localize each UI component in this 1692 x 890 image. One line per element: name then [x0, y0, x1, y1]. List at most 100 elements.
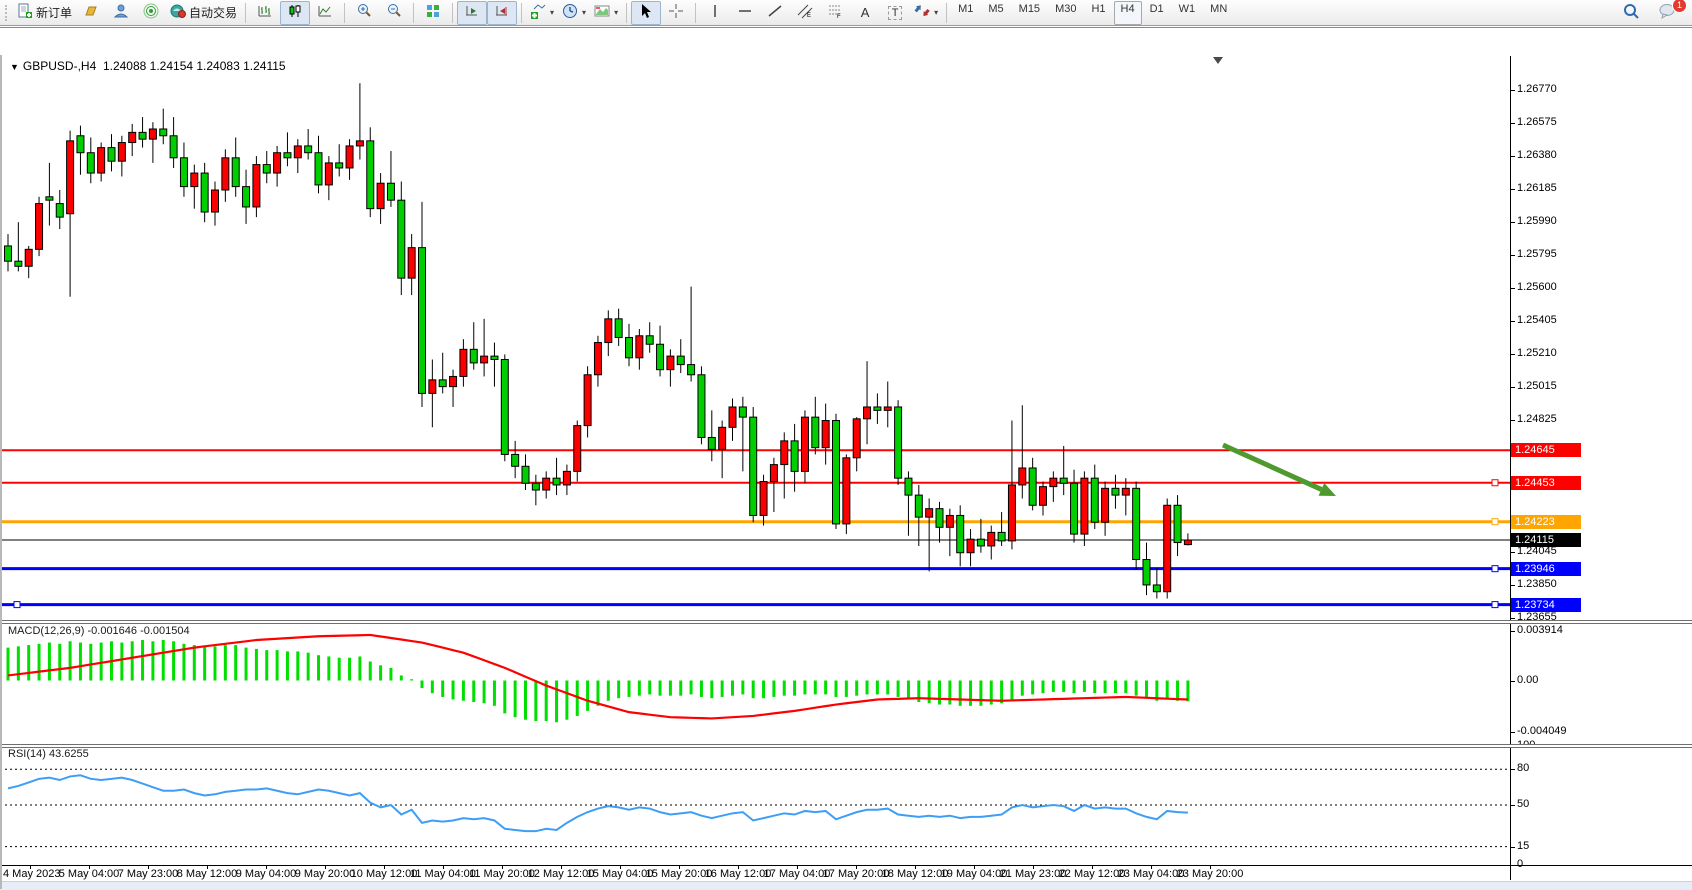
new-order-icon [17, 3, 33, 22]
candle-body [666, 355, 675, 371]
fibonacci-tool-button[interactable]: F [820, 1, 850, 25]
candle-body [128, 131, 137, 144]
timeframe-MN[interactable]: MN [1210, 2, 1228, 15]
search-button[interactable] [1616, 1, 1646, 25]
new-order-label: 新订单 [36, 6, 73, 20]
crosshair-tool-button[interactable] [661, 1, 691, 25]
timeframe-D1[interactable]: D1 [1149, 2, 1164, 15]
chart-shift-marker[interactable] [1213, 57, 1223, 64]
arrows-tool-icon [914, 3, 930, 22]
candle-body [593, 342, 602, 376]
price-chart[interactable] [0, 28, 1692, 889]
candle-body [345, 145, 354, 169]
periods-button[interactable]: ▾ [558, 1, 590, 25]
candle-body [1183, 539, 1192, 546]
timeframe-M15[interactable]: M15 [1018, 2, 1041, 15]
notifications-button[interactable]: 1 [1652, 0, 1687, 25]
candle-body [656, 343, 665, 371]
timeframe-H4[interactable]: H4 [1113, 0, 1142, 25]
candle-body [759, 481, 768, 516]
templates-button[interactable]: ▾ [590, 1, 622, 25]
auto-trading-icon [170, 3, 187, 22]
candle-body [1049, 477, 1058, 488]
candle-body [355, 140, 364, 147]
candle-body [562, 470, 571, 486]
chart-shift-button[interactable] [487, 0, 518, 25]
cursor-tool-button[interactable] [631, 0, 662, 25]
candle-body [842, 457, 851, 525]
candle-body [211, 189, 219, 213]
candle-body [573, 425, 582, 472]
toolbar-separator [626, 2, 628, 23]
horizontal-line-tool-button[interactable] [730, 1, 760, 25]
candle-body [107, 147, 116, 162]
timeframe-M5[interactable]: M5 [988, 2, 1004, 15]
timeframe-M30[interactable]: M30 [1055, 2, 1077, 15]
candle-body [769, 464, 778, 483]
candle-body [707, 436, 716, 450]
candle-body [894, 406, 903, 479]
macd-main-value: -0.001646 [87, 625, 138, 637]
vertical-line-tool-button[interactable] [700, 1, 730, 25]
profiles-button[interactable] [76, 1, 106, 25]
candle-body [852, 418, 861, 459]
hline-handle [1491, 601, 1499, 609]
dropdown-arrow-icon: ▾ [550, 8, 555, 17]
tile-windows-icon [425, 3, 441, 22]
bar-chart-button[interactable] [250, 1, 280, 25]
trendline-tool-button[interactable] [760, 1, 790, 25]
chart-window[interactable]: ▼ GBPUSD-,H4 1.24088 1.24154 1.24083 1.24… [0, 27, 1692, 890]
candle-body [1142, 559, 1151, 586]
candle-body [935, 508, 944, 528]
periods-icon [562, 3, 578, 22]
candle-body [1121, 487, 1130, 496]
candle-body [66, 140, 75, 215]
text-tool-button[interactable]: A [850, 1, 880, 25]
candle-body [1152, 584, 1161, 593]
candle-body [449, 375, 458, 388]
candle-body [293, 145, 302, 159]
trend-arrow-head [1318, 483, 1336, 496]
toolbar-grip [5, 4, 10, 21]
data-window-button[interactable] [106, 1, 136, 25]
candle-body [376, 182, 385, 210]
auto-scroll-button[interactable] [457, 0, 488, 25]
market-watch-button[interactable] [136, 1, 166, 25]
candle-body [1007, 484, 1016, 542]
candlestick-chart-button[interactable] [280, 0, 311, 25]
line-chart-button[interactable] [310, 1, 340, 25]
trendline-icon [767, 3, 783, 22]
text-label-tool-button[interactable]: T [880, 1, 910, 25]
macd-signal-line [7, 633, 1188, 720]
window-left-frame [0, 55, 2, 889]
profiles-icon [83, 3, 99, 22]
equidistant-channel-tool-button[interactable]: E [790, 1, 820, 25]
text-label-tool-icon: T [887, 5, 903, 20]
new-order-button[interactable]: 新订单 [13, 1, 76, 25]
zoom-out-button[interactable] [379, 1, 409, 25]
cursor-icon [638, 3, 654, 22]
timeframe-H1[interactable]: H1 [1091, 2, 1106, 15]
crosshair-icon [668, 3, 684, 22]
timeframe-W1[interactable]: W1 [1178, 2, 1196, 15]
candle-body [728, 406, 737, 428]
candle-body [780, 440, 789, 466]
candle-body [45, 196, 54, 201]
rsi-current-value: 43.6255 [48, 748, 89, 760]
indicators-button[interactable]: ▾ [526, 1, 558, 25]
candle-body [252, 164, 261, 208]
arrows-tool-button[interactable]: ▾ [910, 1, 942, 25]
chart-dropdown-icon[interactable]: ▼ [10, 62, 19, 72]
zoom-in-button[interactable] [349, 1, 379, 25]
candle-body [86, 152, 95, 174]
tile-windows-button[interactable] [418, 1, 448, 25]
candle-body [500, 359, 509, 455]
macd-pane-separator[interactable] [0, 620, 1692, 624]
candle-body [169, 135, 178, 159]
candle-body [925, 508, 934, 518]
candle-body [790, 440, 799, 472]
rsi-pane-separator[interactable] [0, 744, 1692, 748]
auto-trading-button[interactable]: 自动交易 [166, 1, 241, 25]
toolbar-separator [245, 2, 247, 23]
timeframe-M1[interactable]: M1 [958, 2, 974, 15]
